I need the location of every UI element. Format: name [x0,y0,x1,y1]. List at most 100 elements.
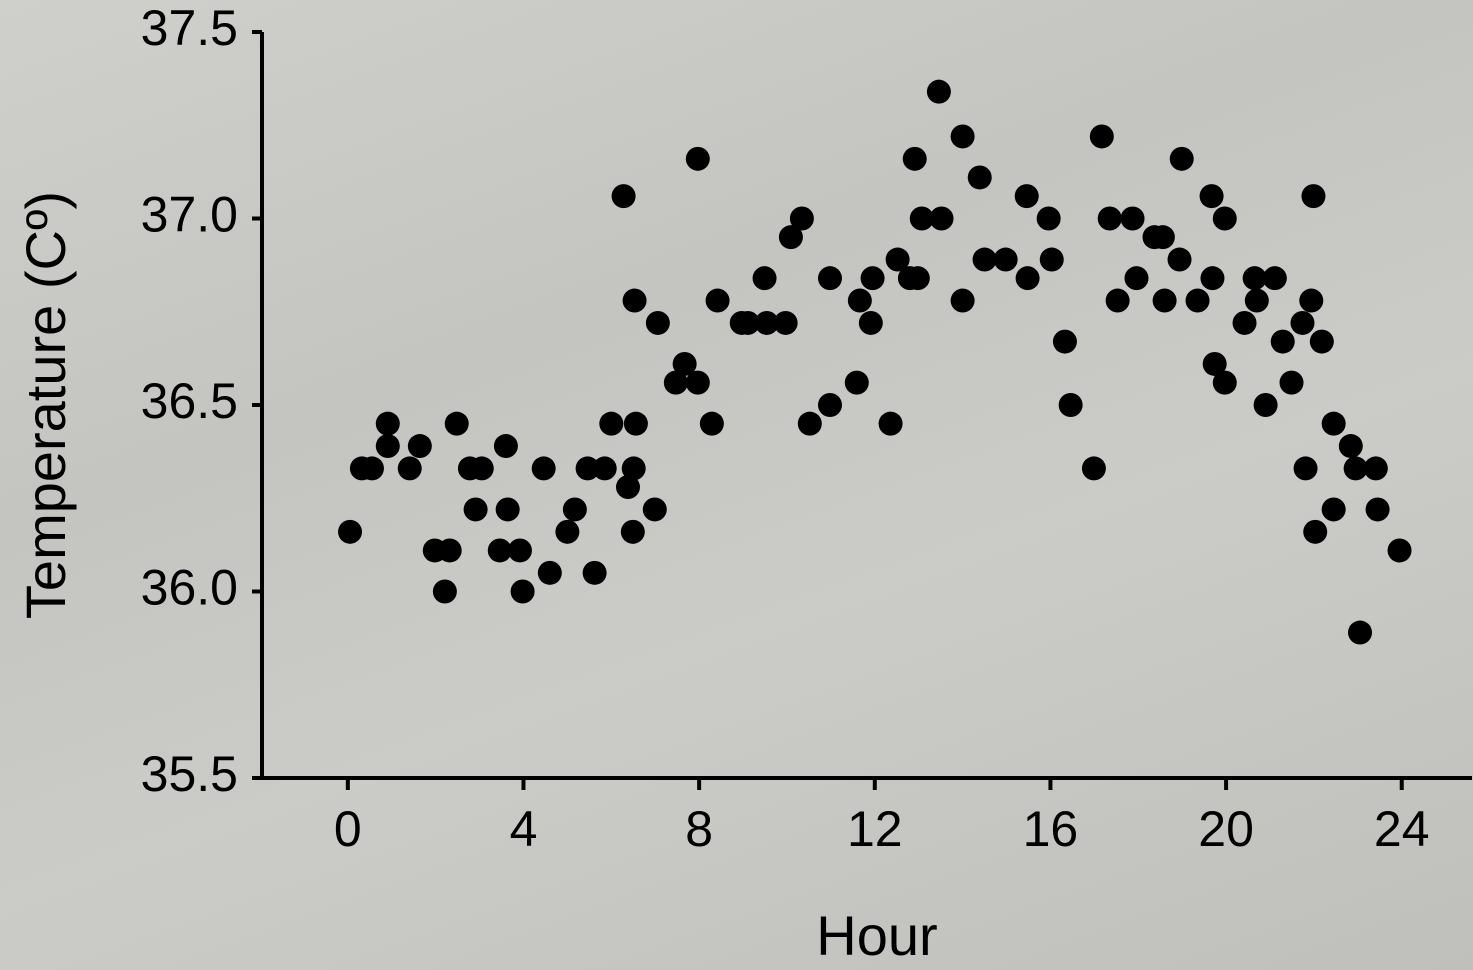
point [773,310,798,335]
x-axis-label: Hour [816,904,937,967]
point [1242,266,1267,291]
point [1212,206,1237,231]
point [1185,288,1210,313]
point [1279,370,1304,395]
point [1039,247,1064,272]
point [359,456,384,481]
point [444,411,469,436]
point [950,288,975,313]
point [1303,519,1328,544]
point [685,370,710,395]
point [463,497,488,522]
point [1150,225,1175,250]
point [1199,184,1224,209]
point [623,411,648,436]
point [1036,206,1061,231]
point [537,560,562,585]
point [1232,310,1257,335]
point [611,184,636,209]
point [1052,329,1077,354]
point [1309,329,1334,354]
point [432,579,457,604]
point [562,497,587,522]
point [407,434,432,459]
point [582,560,607,585]
point [493,434,518,459]
point [754,310,779,335]
point [663,370,688,395]
point [847,288,872,313]
point [621,456,646,481]
point [1290,310,1315,335]
point [1200,266,1225,291]
y-tick-label: 37.0 [141,187,238,243]
point [1105,288,1130,313]
point [950,124,975,149]
point [622,288,647,313]
point [1097,206,1122,231]
point [858,310,883,335]
point [699,411,724,436]
point [487,538,512,563]
point [1293,456,1318,481]
point [615,475,640,500]
point [599,411,624,436]
point [1244,288,1269,313]
point [929,206,954,231]
x-tick-label: 16 [1023,801,1079,857]
point [902,146,927,171]
point [844,370,869,395]
point [1120,206,1145,231]
point [375,411,400,436]
point [1169,146,1194,171]
x-tick-label: 12 [847,801,903,857]
point [397,456,422,481]
point [797,411,822,436]
point [645,310,670,335]
point [1089,124,1114,149]
point [735,310,760,335]
point [495,497,520,522]
point [1202,351,1227,376]
point [685,146,710,171]
point [1270,329,1295,354]
point [705,288,730,313]
point [1363,456,1388,481]
point [1081,456,1106,481]
point [592,456,617,481]
point [1321,497,1346,522]
point [1124,266,1149,291]
point [789,206,814,231]
point [469,456,494,481]
point [1338,434,1363,459]
point [1152,288,1177,313]
x-tick-label: 8 [685,801,713,857]
point [1058,393,1083,417]
point [555,519,580,544]
point [878,411,903,436]
point [375,434,400,459]
point [1253,393,1278,417]
x-tick-label: 20 [1198,801,1254,857]
point [817,266,842,291]
point [338,519,363,544]
point [1387,538,1412,563]
x-tick-label: 24 [1374,801,1430,857]
point [967,165,992,190]
point [1365,497,1390,522]
point [575,456,600,481]
point [1262,266,1287,291]
x-tick-label: 4 [510,801,538,857]
point [1343,456,1368,481]
y-tick-label: 37.5 [141,0,238,56]
point [1299,288,1324,313]
point [531,456,556,481]
point [1212,370,1237,395]
y-tick-label: 36.0 [141,560,238,616]
point [507,538,532,563]
y-tick-label: 35.5 [141,746,238,802]
point [1321,411,1346,436]
point [1301,184,1326,209]
